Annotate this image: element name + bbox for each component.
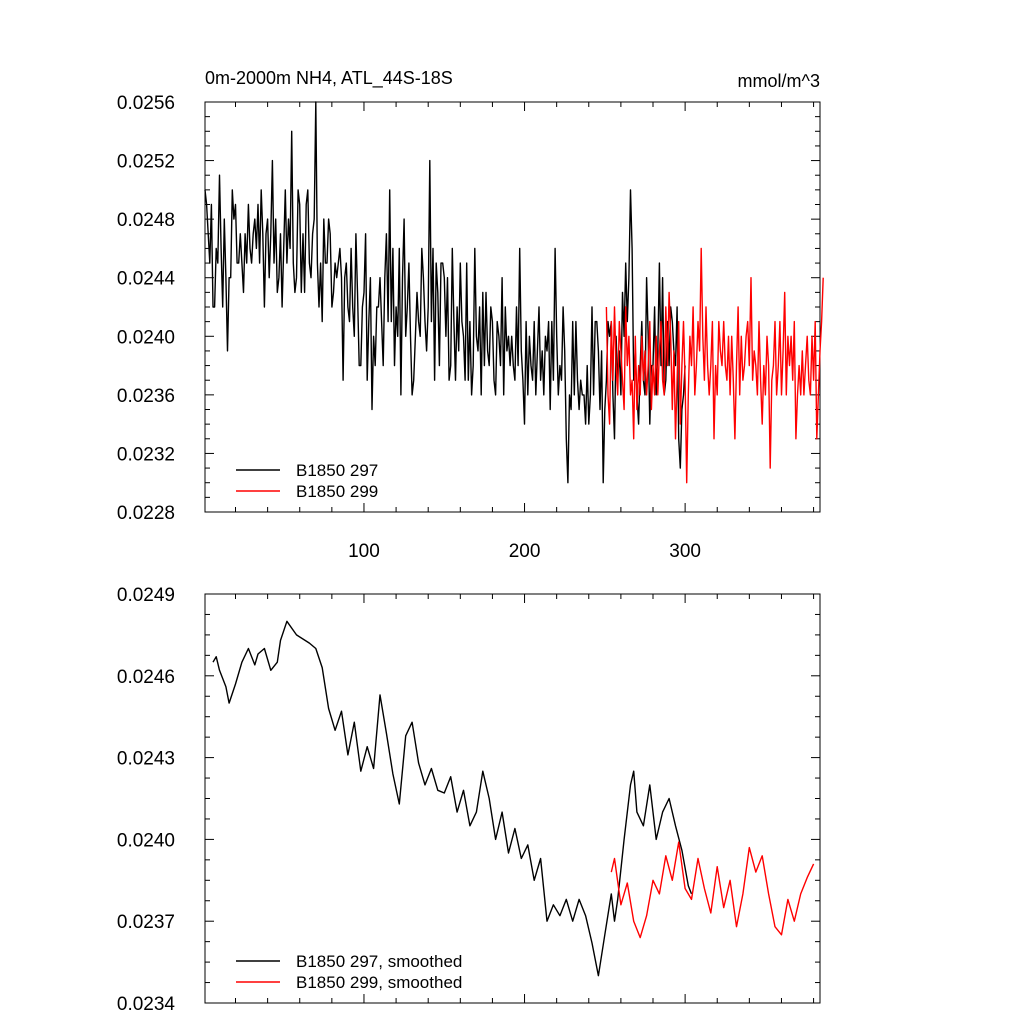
y-tick-label: 0.0252 — [117, 152, 175, 173]
plot-frame — [204, 101, 821, 513]
chart-title: 0m-2000m NH4, ATL_44S-18S — [205, 68, 453, 89]
y-tick-label: 0.0237 — [117, 912, 175, 933]
y-tick-label: 0.0256 — [117, 93, 175, 114]
series-line-2 — [605, 247, 824, 484]
legend-label: B1850 297, smoothed — [296, 952, 462, 971]
series-line-2 — [610, 841, 815, 939]
x-tick-label: 300 — [669, 541, 701, 562]
x-tick-label: 100 — [348, 541, 380, 562]
y-tick-label: 0.0243 — [117, 749, 175, 770]
top-panel: 0.0228 0.0232 0.0236 0.0240 0.0244 0.0248 0.02… — [117, 93, 824, 562]
legend-label: B1850 299 — [296, 482, 378, 501]
y-tick-label: 0.0244 — [117, 269, 176, 290]
y-tick-label: 0.0234 — [117, 994, 176, 1015]
y-tick-label: 0.0240 — [117, 830, 175, 851]
y-tick-label: 0.0236 — [117, 386, 175, 407]
y-tick-label: 0.0249 — [117, 585, 175, 606]
y-tick-label: 0.0240 — [117, 327, 175, 348]
bottom-panel: 0.0234 0.0237 0.0240 0.0243 0.0246 0.0249 B185… — [117, 585, 821, 1015]
x-tick-label: 200 — [509, 541, 541, 562]
units-label: mmol/m^3 — [738, 71, 820, 91]
y-tick-label: 0.0232 — [117, 444, 175, 465]
series-line-1 — [212, 620, 693, 977]
series-line-1 — [204, 101, 686, 484]
y-tick-label: 0.0246 — [117, 667, 175, 688]
legend-label: B1850 297 — [296, 461, 378, 480]
y-tick-label: 0.0248 — [117, 210, 175, 231]
y-tick-label: 0.0228 — [117, 503, 175, 524]
legend-label: B1850 299, smoothed — [296, 973, 462, 992]
plot-frame — [204, 593, 821, 1004]
